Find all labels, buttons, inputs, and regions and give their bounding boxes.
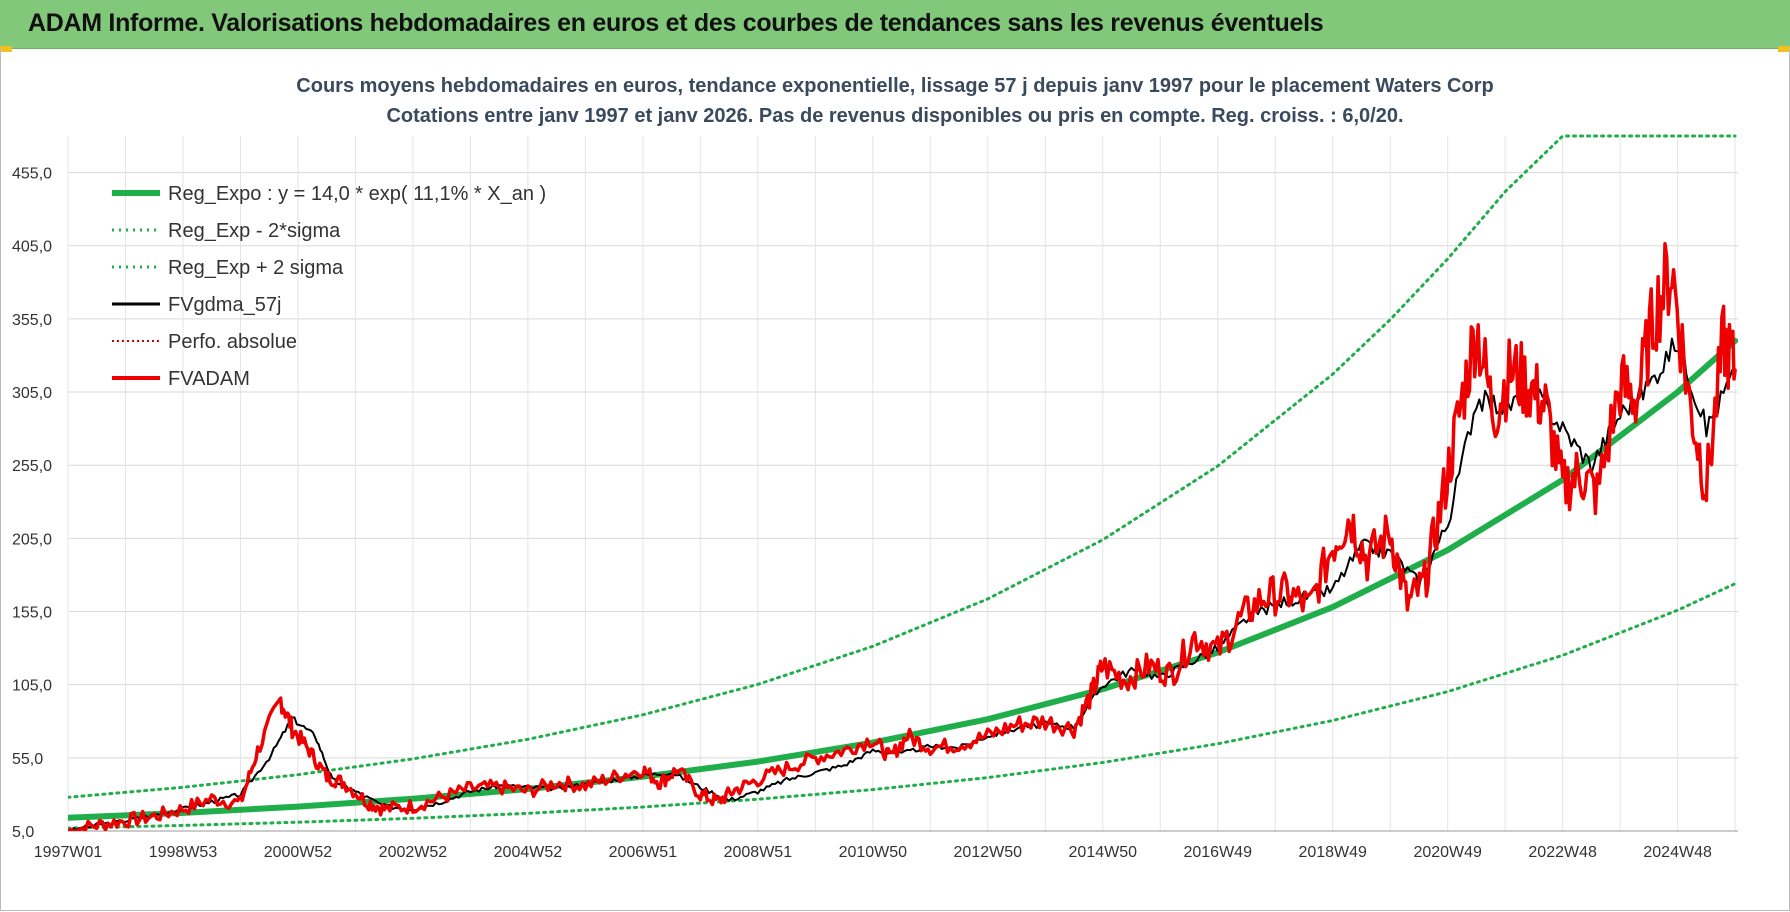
series-lines [68,134,1738,831]
x-tick-label: 2002W52 [379,844,448,861]
y-tick-label: 455,0 [12,166,52,183]
y-tick-label: 205,0 [12,531,52,548]
x-tick-label: 1998W53 [149,844,218,861]
legend-entry: FVADAM [112,368,250,390]
legend-entry: Reg_Exp - 2*sigma [112,220,341,242]
x-tick-label: 2016W49 [1183,844,1252,861]
chart-subtitle-line1: Cours moyens hebdomadaires en euros, ten… [296,75,1493,97]
x-tick-label: 2010W50 [839,844,908,861]
y-tick-label: 305,0 [12,385,52,402]
banner-title: ADAM Informe. Valorisations hebdomadaire… [28,9,1324,37]
legend-entry: Reg_Exp + 2 sigma [112,257,344,279]
y-tick-label: 355,0 [12,312,52,329]
y-tick-label: 5,0 [12,824,34,841]
x-tick-label: 1997W01 [34,844,103,861]
x-tick-label: 2000W52 [264,844,333,861]
legend: Reg_Expo : y = 14,0 * exp( 11,1% * X_an … [112,183,546,390]
legend-label: FVgdma_57j [168,294,281,316]
x-tick-label: 2020W49 [1413,844,1482,861]
chart-subtitle-line2: Cotations entre janv 1997 et janv 2026. … [386,105,1403,127]
chart: Cours moyens hebdomadaires en euros, ten… [12,75,1738,861]
legend-label: FVADAM [168,368,250,390]
x-tick-label: 2006W51 [609,844,678,861]
y-axis-ticks: 455,0 405,0 355,0 305,0 255,0 205,0 155,0 105,0… [12,166,52,841]
legend-entry: FVgdma_57j [112,294,281,316]
series-fvgdma-57j [68,337,1737,831]
y-tick-label: 255,0 [12,458,52,475]
legend-label: Perfo. absolue [168,331,297,353]
x-tick-label: 2024W48 [1643,844,1712,861]
y-tick-label: 405,0 [12,239,52,256]
y-tick-label: 155,0 [12,605,52,622]
grid [67,136,1738,832]
banner: ADAM Informe. Valorisations hebdomadaire… [0,0,1790,49]
legend-label: Reg_Expo : y = 14,0 * exp( 11,1% * X_an … [168,183,546,205]
x-tick-label: 2004W52 [494,844,563,861]
x-tick-label: 2008W51 [724,844,793,861]
corner-mark-right [1778,46,1790,52]
series-reg-minus-2sigma [68,582,1737,830]
series-reg-expo [68,337,1738,821]
legend-entry: Reg_Expo : y = 14,0 * exp( 11,1% * X_an … [112,183,546,205]
x-tick-label: 2018W49 [1298,844,1367,861]
series-fvadam [68,241,1737,831]
y-tick-label: 55,0 [12,751,43,768]
x-tick-label: 2012W50 [954,844,1023,861]
legend-label: Reg_Exp - 2*sigma [168,220,341,242]
x-tick-label: 2014W50 [1069,844,1138,861]
x-axis-ticks: 1997W01 1998W53 2000W52 2002W52 2004W52 2006W… [34,844,1712,861]
corner-mark-left [0,46,12,52]
legend-label: Reg_Exp + 2 sigma [168,257,344,279]
legend-entry: Perfo. absolue [112,331,297,353]
series-reg-plus-2sigma [68,134,1737,799]
y-tick-label: 105,0 [12,678,52,695]
x-tick-label: 2022W48 [1528,844,1597,861]
